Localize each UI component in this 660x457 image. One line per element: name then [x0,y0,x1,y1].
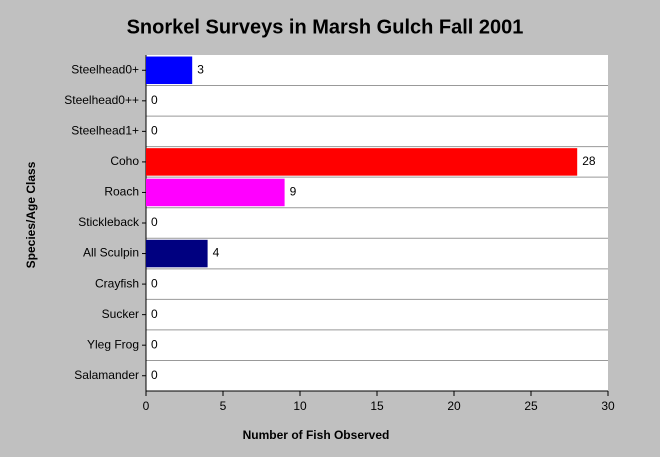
value-label: 0 [151,307,158,321]
x-tick-label: 20 [447,399,461,413]
y-tick-label: Crayfish [95,276,139,290]
bar [146,56,193,85]
value-label: 0 [151,124,158,138]
value-label: 0 [151,368,158,382]
y-tick-label: Sucker [102,307,139,321]
y-tick-label: Steelhead1+ [71,124,139,138]
chart-title: Snorkel Surveys in Marsh Gulch Fall 2001 [127,16,524,38]
y-tick-label: Roach [104,185,139,199]
y-tick-label: Salamander [74,368,139,382]
y-tick-label: Stickleback [78,215,140,229]
x-tick-label: 5 [220,399,227,413]
x-tick-label: 0 [143,399,150,413]
value-label: 0 [151,93,158,107]
bar [146,239,208,268]
y-tick-label: Coho [110,154,139,168]
plot-area [146,55,608,391]
bar [146,148,578,176]
bar [146,178,285,207]
value-label: 4 [213,246,220,260]
value-label: 0 [151,337,158,351]
value-label: 0 [151,276,158,290]
x-tick-label: 25 [524,399,538,413]
y-tick-label: All Sculpin [83,246,139,260]
value-label: 3 [197,62,204,76]
value-label: 9 [290,185,297,199]
x-tick-label: 10 [293,399,307,413]
value-label: 28 [582,154,596,168]
y-tick-label: Steelhead0++ [64,93,139,107]
y-tick-label: Steelhead0+ [71,62,139,76]
x-axis-label: Number of Fish Observed [243,428,390,442]
value-label: 0 [151,215,158,229]
x-tick-label: 30 [601,399,615,413]
y-tick-label: Yleg Frog [87,337,139,351]
y-axis-label: Species/Age Class [24,161,38,268]
x-tick-label: 15 [370,399,384,413]
